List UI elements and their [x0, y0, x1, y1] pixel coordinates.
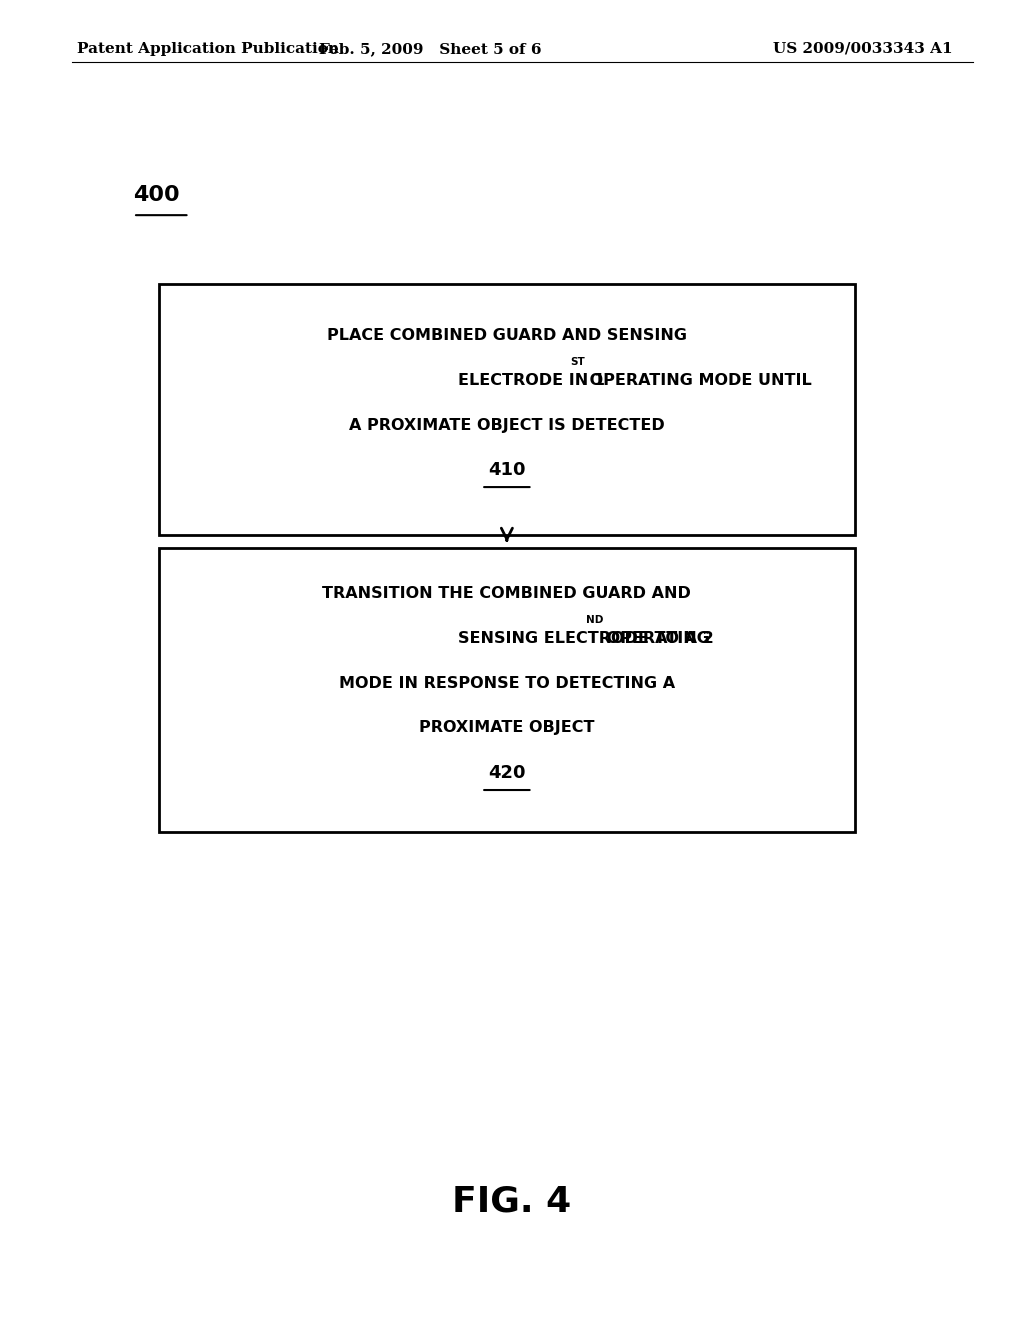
Text: US 2009/0033343 A1: US 2009/0033343 A1	[773, 42, 952, 55]
Text: 420: 420	[488, 764, 525, 781]
Text: 410: 410	[488, 461, 525, 479]
FancyBboxPatch shape	[159, 284, 855, 535]
Text: ND: ND	[586, 615, 603, 624]
Text: PROXIMATE OBJECT: PROXIMATE OBJECT	[419, 721, 595, 735]
Text: ELECTRODE IN 1: ELECTRODE IN 1	[458, 372, 605, 388]
Text: MODE IN RESPONSE TO DETECTING A: MODE IN RESPONSE TO DETECTING A	[339, 676, 675, 690]
Text: ST: ST	[570, 356, 585, 367]
Text: OPERATING: OPERATING	[601, 631, 710, 645]
Text: 400: 400	[133, 185, 180, 205]
Text: SENSING ELECTRODE TO A 2: SENSING ELECTRODE TO A 2	[458, 631, 714, 645]
FancyBboxPatch shape	[159, 548, 855, 832]
Text: PLACE COMBINED GUARD AND SENSING: PLACE COMBINED GUARD AND SENSING	[327, 327, 687, 343]
Text: TRANSITION THE COMBINED GUARD AND: TRANSITION THE COMBINED GUARD AND	[323, 586, 691, 601]
Text: FIG. 4: FIG. 4	[453, 1184, 571, 1218]
Text: Feb. 5, 2009   Sheet 5 of 6: Feb. 5, 2009 Sheet 5 of 6	[318, 42, 542, 55]
Text: Patent Application Publication: Patent Application Publication	[77, 42, 339, 55]
Text: A PROXIMATE OBJECT IS DETECTED: A PROXIMATE OBJECT IS DETECTED	[349, 417, 665, 433]
Text: OPERATING MODE UNTIL: OPERATING MODE UNTIL	[584, 372, 811, 388]
